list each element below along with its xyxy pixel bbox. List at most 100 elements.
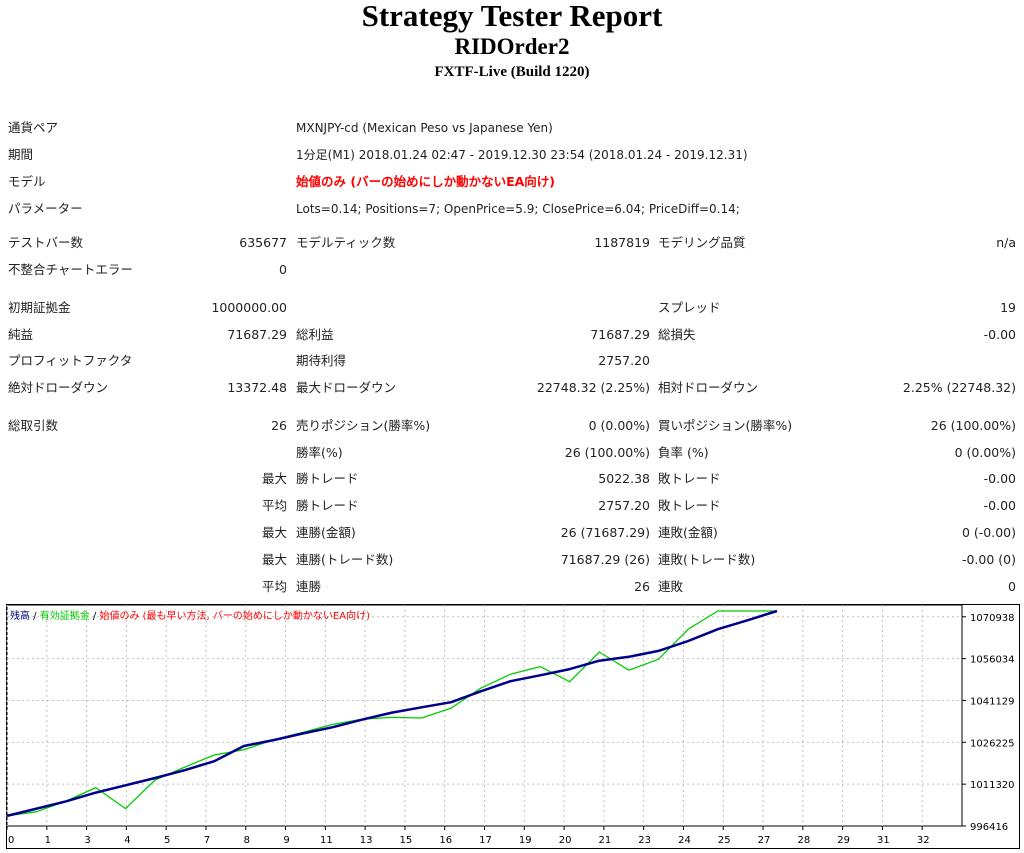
expected-payoff-value: 2757.20 — [598, 353, 650, 368]
x-tick-label: 9 — [283, 835, 289, 846]
y-tick-label: 1011320 — [970, 780, 1015, 791]
model-value: 始値のみ (バーの始めにしか動かないEA向け) — [296, 174, 555, 189]
ticks-value: 1187819 — [594, 235, 650, 250]
bars-value: 635677 — [239, 235, 287, 250]
win-rate-value: 26 (100.00%) — [564, 445, 650, 460]
x-tick-label: 29 — [837, 835, 850, 846]
gross-profit-label: 総利益 — [296, 327, 334, 342]
loss-rate-value: 0 (0.00%) — [954, 445, 1016, 460]
chart-series — [6, 609, 778, 818]
deposit-label: 初期証拠金 — [8, 300, 71, 315]
abs-drawdown-value: 13372.48 — [227, 380, 287, 395]
params-value: Lots=0.14; Positions=7; OpenPrice=5.9; C… — [296, 202, 740, 216]
avg-cons-wins-value: 26 — [634, 579, 650, 594]
max-drawdown-label: 最大ドローダウン — [296, 380, 397, 395]
x-tick-label: 13 — [360, 835, 373, 846]
ea-name: RIDOrder2 — [454, 34, 570, 59]
long-positions-label: 買いポジション(勝率%) — [658, 418, 793, 433]
y-tick-label: 1041129 — [970, 696, 1015, 707]
y-tick-label: 996416 — [970, 822, 1008, 833]
spread-label: スプレッド — [658, 300, 721, 315]
rel-drawdown-label: 相対ドローダウン — [658, 380, 759, 395]
net-profit-value: 71687.29 — [227, 327, 287, 342]
server-build: FXTF-Live (Build 1220) — [434, 64, 590, 80]
gross-profit-value: 71687.29 — [590, 327, 650, 342]
largest-loss-label: 敗トレード — [658, 471, 721, 486]
x-tick-label: 0 — [8, 835, 14, 846]
x-tick-label: 28 — [797, 835, 810, 846]
model-label: モデル — [8, 174, 46, 189]
x-tick-label: 11 — [320, 835, 333, 846]
abs-drawdown-label: 絶対ドローダウン — [8, 380, 109, 395]
balance-line — [6, 609, 778, 818]
equity-line — [6, 610, 777, 817]
avg-cons-losses-label: 連敗 — [658, 579, 684, 594]
gross-loss-label: 総損失 — [658, 327, 696, 342]
largest-label: 最大 — [261, 471, 287, 486]
avg-cons-wins-label: 連勝 — [296, 579, 322, 594]
legend-equity: 有効証拠金 — [40, 609, 90, 622]
total-trades-value: 26 — [271, 418, 287, 433]
long-positions-value: 26 (100.00%) — [930, 418, 1016, 433]
deposit-value: 1000000.00 — [211, 300, 287, 315]
net-profit-label: 純益 — [8, 327, 34, 342]
x-tick-label: 4 — [124, 835, 130, 846]
x-tick-label: 19 — [519, 835, 532, 846]
cons-losses-count-label: 連敗(トレード数) — [658, 552, 756, 567]
mismatch-label: 不整合チャートエラー — [8, 262, 133, 277]
largest-win-label: 勝トレード — [296, 471, 359, 486]
cons-wins-count-value: 71687.29 (26) — [560, 552, 650, 567]
x-tick-label: 24 — [678, 835, 691, 846]
y-axis-ticks: 1070938 1056034 1041129 1026225 1011320 99641… — [962, 613, 1015, 833]
mismatch-value: 0 — [279, 262, 287, 277]
short-positions-value: 0 (0.00%) — [588, 418, 650, 433]
report-title: Strategy Tester Report — [361, 0, 663, 33]
x-tick-label: 5 — [164, 835, 170, 846]
legend-sep-1: / — [30, 611, 40, 622]
y-tick-label: 1056034 — [970, 655, 1015, 666]
spread-value: 19 — [1000, 300, 1016, 315]
legend-balance: 残高 — [10, 609, 30, 622]
x-tick-label: 20 — [559, 835, 572, 846]
average-loss-value: -0.00 — [983, 498, 1016, 513]
gross-loss-value: -0.00 — [983, 327, 1016, 342]
short-positions-label: 売りポジション(勝率%) — [296, 418, 431, 433]
expected-payoff-label: 期待利得 — [296, 353, 347, 368]
average-label-2: 平均 — [261, 579, 287, 594]
symbol-value: MXNJPY-cd (Mexican Peso vs Japanese Yen) — [296, 121, 553, 135]
x-tick-label: 1 — [45, 835, 51, 846]
average-win-value: 2757.20 — [598, 498, 650, 513]
win-rate-label: 勝率(%) — [296, 445, 343, 460]
period-value: 1分足(M1) 2018.01.24 02:47 - 2019.12.30 23… — [296, 148, 748, 162]
chart-legend: 残高 / 有効証拠金 / 始値のみ (最も早い方法, バーの始めにしか動かないE… — [10, 609, 370, 622]
params-label: パラメーター — [8, 201, 83, 216]
quality-label: モデリング品質 — [658, 235, 746, 250]
cons-losses-amount-value: 0 (-0.00) — [961, 525, 1016, 540]
period-label: 期間 — [8, 147, 34, 162]
x-tick-label: 27 — [758, 835, 771, 846]
x-tick-label: 31 — [877, 835, 890, 846]
x-tick-label: 8 — [244, 835, 250, 846]
max-label-3: 最大 — [261, 552, 287, 567]
cons-losses-amount-label: 連敗(金額) — [658, 525, 718, 540]
symbol-label: 通貨ペア — [8, 120, 59, 135]
total-trades-label: 総取引数 — [8, 418, 59, 433]
profit-factor-label: プロフィットファクタ — [8, 353, 133, 368]
ticks-label: モデルティック数 — [296, 235, 396, 250]
x-tick-label: 17 — [479, 835, 492, 846]
avg-cons-losses-value: 0 — [1008, 579, 1016, 594]
max-drawdown-value: 22748.32 (2.25%) — [536, 380, 650, 395]
x-axis-ticks: 0 1 3 4 5 7 8 9 11 13 15 16 17 19 20 21 23 24 25 27 28 29 31 32 — [6, 826, 930, 846]
largest-loss-value: -0.00 — [983, 471, 1016, 486]
bars-label: テストバー数 — [8, 235, 84, 250]
loss-rate-label: 負率 (%) — [658, 445, 709, 460]
average-win-label: 勝トレード — [296, 498, 359, 513]
x-tick-label: 16 — [439, 835, 452, 846]
max-label-2: 最大 — [261, 525, 287, 540]
legend-model: 始値のみ (最も早い方法, バーの始めにしか動かないEA向け) — [99, 609, 370, 622]
equity-chart: 0 1 3 4 5 7 8 9 11 13 15 16 17 19 20 21 23 24 25 27 28 29 31 32… — [6, 604, 1020, 849]
cons-wins-amount-value: 26 (71687.29) — [560, 525, 650, 540]
cons-losses-count-value: -0.00 (0) — [961, 552, 1016, 567]
x-tick-label: 32 — [917, 835, 930, 846]
largest-win-value: 5022.38 — [598, 471, 650, 486]
